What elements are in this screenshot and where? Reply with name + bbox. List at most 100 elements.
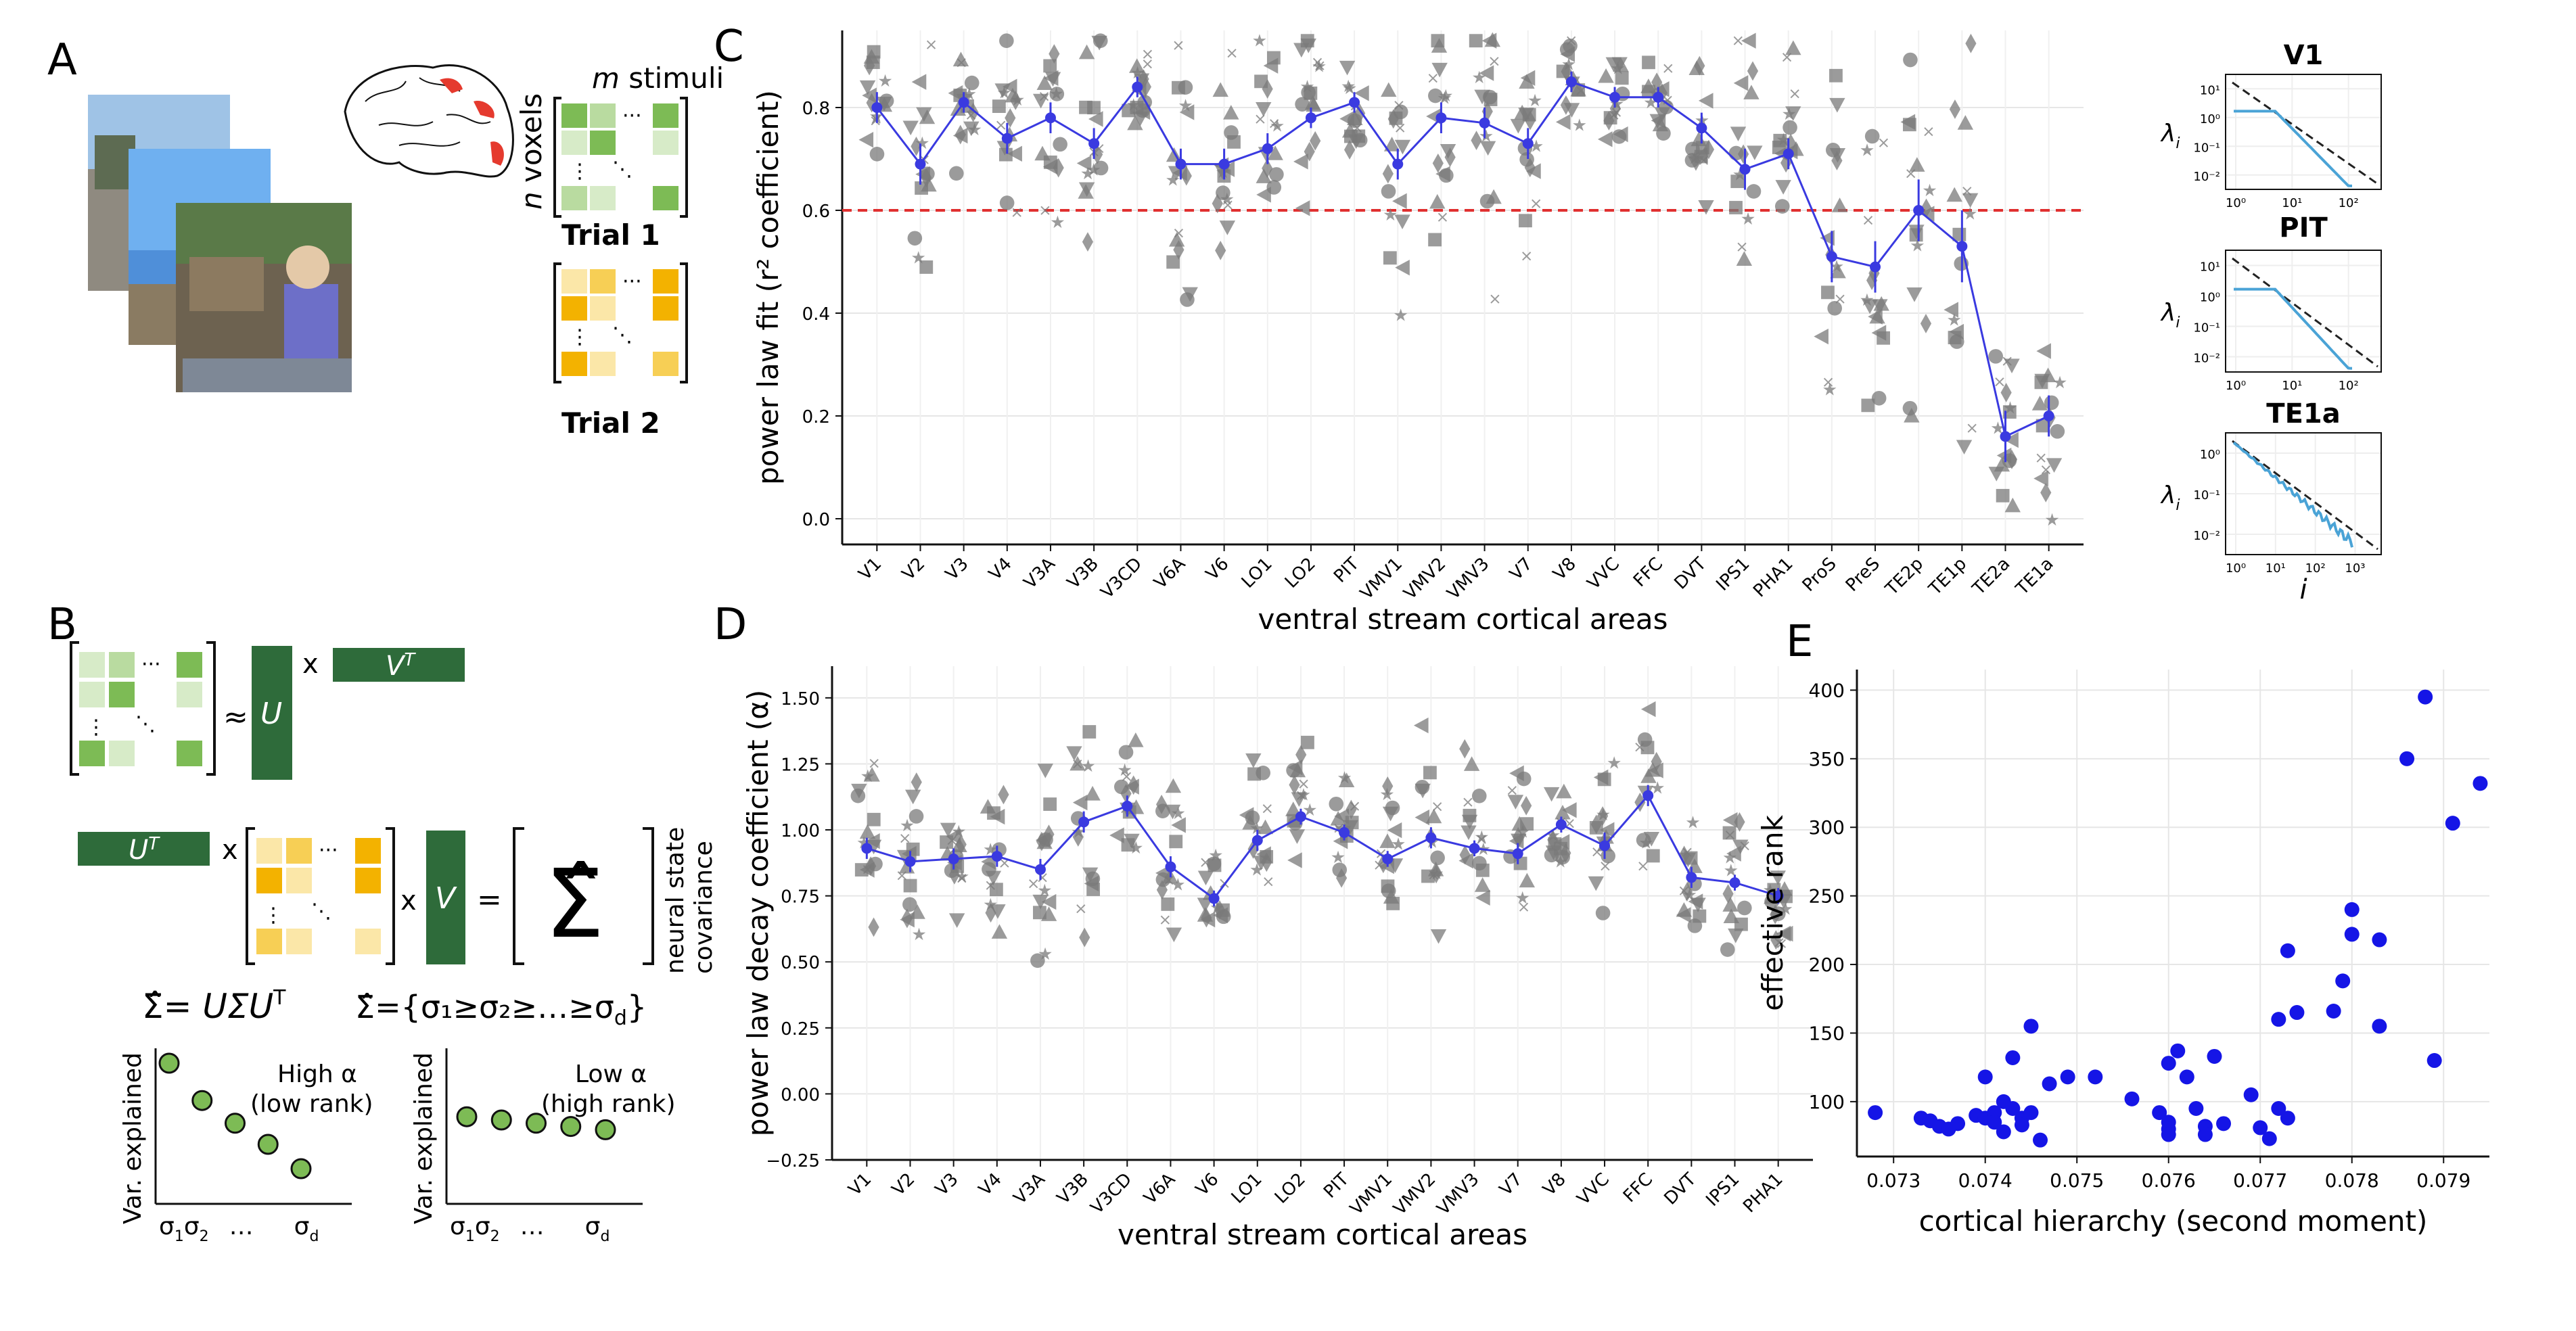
x-tick-label: V2 xyxy=(888,1169,919,1200)
mean-point xyxy=(1122,800,1133,812)
subject-point xyxy=(863,55,875,76)
subject-point xyxy=(1920,314,1932,333)
inset-y-label-sub: i xyxy=(2176,135,2180,152)
scatter-point xyxy=(2326,1004,2341,1019)
subject-point xyxy=(1775,180,1791,195)
y-tick-label: 0.4 xyxy=(802,304,830,325)
x-tick-label: IPS1 xyxy=(1712,554,1753,595)
subject-point xyxy=(1486,189,1502,204)
subject-point xyxy=(876,96,892,112)
subject-point xyxy=(1343,140,1356,160)
subject-point xyxy=(1339,60,1356,76)
subject-point xyxy=(1956,440,1973,455)
subject-point: ★ xyxy=(1050,212,1065,232)
mean-point xyxy=(1826,251,1837,262)
subject-point xyxy=(991,924,1008,939)
x-tick-label: 0.075 xyxy=(2050,1169,2104,1192)
subject-point xyxy=(1871,325,1887,341)
scatter-point xyxy=(2472,776,2488,791)
subject-point: ★ xyxy=(1252,30,1268,50)
subject-point xyxy=(2000,383,2012,402)
subject-point xyxy=(1269,167,1284,182)
subject-point: ★ xyxy=(1910,235,1925,255)
subject-point xyxy=(1560,95,1572,115)
inset-y-label-sub: i xyxy=(2176,314,2180,331)
subject-point: ★ xyxy=(1383,205,1398,225)
subject-point xyxy=(1654,81,1670,97)
subject-point: ★ xyxy=(1170,874,1186,894)
x-tick-label: PIT xyxy=(1330,554,1363,587)
subject-point xyxy=(1459,739,1471,759)
subject-point xyxy=(1469,34,1483,48)
U-block xyxy=(252,646,292,780)
subject-point xyxy=(1903,52,1918,68)
eigenspectrum-inset: 10¹ 10⁰ 10⁻¹ 10⁻² 10⁰ 10¹ 10² PIT λi xyxy=(2160,212,2382,393)
subject-point xyxy=(1988,349,2004,364)
subject-point xyxy=(1946,187,1962,202)
x-tick-label: PHA1 xyxy=(1739,1169,1787,1217)
subject-point: × xyxy=(1141,44,1155,63)
trial2-label: Trial 2 xyxy=(561,406,660,440)
x-axis-label: ventral stream cortical areas xyxy=(1258,603,1668,636)
subject-point xyxy=(1698,93,1714,109)
panel-label-e: E xyxy=(1786,617,1813,667)
subject-point xyxy=(1680,852,1697,868)
mean-point xyxy=(904,856,916,867)
subject-point: ★ xyxy=(1741,209,1756,229)
subject-point xyxy=(1387,109,1399,129)
x-tick-label: TE2a xyxy=(1969,554,2015,600)
subject-point xyxy=(1344,129,1358,143)
subject-point xyxy=(1091,35,1107,51)
high-alpha-points xyxy=(158,1052,312,1180)
inset-frame xyxy=(2225,74,2382,190)
mean-point xyxy=(1782,148,1794,160)
trial1-matrix: ··· ⋮ ⋱ xyxy=(553,97,688,218)
subject-point xyxy=(1919,206,1935,222)
subject-point: × xyxy=(867,753,881,772)
subject-point: ★ xyxy=(1391,834,1406,854)
subject-point: × xyxy=(1904,164,1918,183)
subject-point xyxy=(1197,897,1214,912)
scatter-point xyxy=(2152,1105,2167,1121)
mean-line xyxy=(876,80,2050,438)
subject-point xyxy=(1262,79,1273,99)
mean-point xyxy=(958,97,969,108)
subject-point xyxy=(1428,233,1442,247)
subject-point: ★ xyxy=(1429,864,1444,883)
x-tick-label: V8 xyxy=(1539,1169,1569,1200)
subject-point xyxy=(1002,78,1017,95)
subject-point xyxy=(911,74,927,90)
subject-point: × xyxy=(1788,84,1801,103)
subject-point xyxy=(1785,106,1801,121)
y-tick-label: 0.2 xyxy=(802,407,830,427)
subject-point xyxy=(1430,929,1447,944)
subject-point: ★ xyxy=(1527,91,1543,110)
power-law-fit xyxy=(2232,440,2378,551)
y-tick-label: 10⁰ xyxy=(2200,448,2220,462)
y-tick-label: 10⁻¹ xyxy=(2193,141,2220,155)
subject-point xyxy=(1124,778,1139,795)
subject-point xyxy=(1295,745,1307,765)
y-tick-label: 10⁰ xyxy=(2200,112,2220,126)
var-point xyxy=(225,1113,246,1134)
subject-point: ★ xyxy=(1296,785,1312,805)
svg-text:···: ··· xyxy=(622,270,642,294)
subject-point: ★ xyxy=(1922,181,1937,200)
eigenspectrum-inset: 10¹ 10⁰ 10⁻¹ 10⁻² 10⁰ 10¹ 10² V1 λi xyxy=(2160,40,2382,210)
subject-point xyxy=(1304,86,1318,100)
subject-point: × xyxy=(1610,102,1624,121)
y-axis-label: power law decay coefficient (α) xyxy=(741,690,775,1137)
x-tick-label: PHA1 xyxy=(1749,554,1797,601)
subject-point xyxy=(1440,144,1456,159)
scatter-point xyxy=(2280,1111,2295,1126)
subject-point xyxy=(1595,906,1611,920)
scatter-point xyxy=(2418,689,2433,705)
mean-point xyxy=(1218,158,1230,170)
subject-point xyxy=(1543,787,1560,802)
mean-line xyxy=(866,793,1779,900)
scatter-point xyxy=(1868,1105,1883,1121)
subject-point xyxy=(1510,118,1527,134)
mean-point xyxy=(991,851,1003,862)
subject-point xyxy=(1509,765,1524,782)
subject-point xyxy=(2033,470,2048,487)
